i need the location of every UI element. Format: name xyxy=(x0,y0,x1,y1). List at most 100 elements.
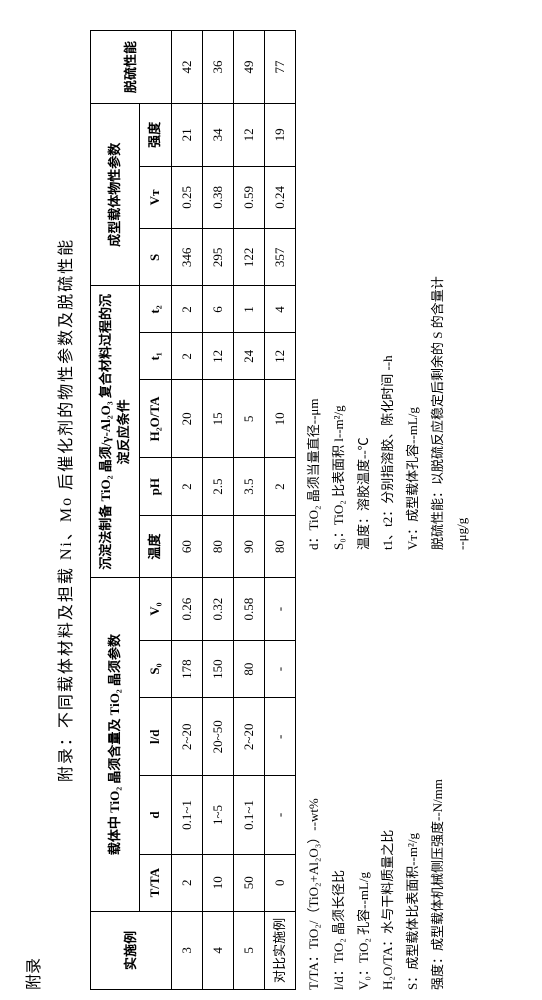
cell: 60 xyxy=(171,515,202,578)
cell: 6 xyxy=(202,286,233,333)
cell: 50 xyxy=(233,854,264,911)
h-s: S xyxy=(140,229,171,286)
h-ph: pH xyxy=(140,458,171,515)
h-vt: Vᴛ xyxy=(140,166,171,229)
cell: 20~50 xyxy=(202,698,233,776)
cell: 12 xyxy=(233,104,264,167)
cell: 12 xyxy=(265,333,296,380)
cell: 0.1~1 xyxy=(233,776,264,854)
cell: 357 xyxy=(265,229,296,286)
cell: 0 xyxy=(265,854,296,911)
cell: 49 xyxy=(233,31,264,104)
note-l1b: d：TiO₂ 晶须当量直径--μm xyxy=(302,30,327,550)
note-l5b: Vᴛ：成型载体孔容--mL/g xyxy=(401,30,426,550)
cell: 0.58 xyxy=(233,578,264,641)
col-exp: 实施例 xyxy=(91,911,172,989)
cell: 295 xyxy=(202,229,233,286)
cell: 150 xyxy=(202,640,233,697)
cell: - xyxy=(265,640,296,697)
note-l6a: 强度：成型载体机械侧压强度--N/mm xyxy=(426,550,451,990)
cell: 5 xyxy=(233,911,264,989)
cell: 80 xyxy=(233,640,264,697)
appendix-label: 附录 xyxy=(20,30,44,990)
table-row: 4 10 1~5 20~50 150 0.32 80 2.5 15 12 6 2… xyxy=(202,31,233,990)
cell: 对比实施例 xyxy=(265,911,296,989)
note-l6b: 脱硫性能：以脱硫反应稳定后剩余的 S 的含量计 xyxy=(426,30,451,550)
note-l4a: H₂O/TA：水与干料质量之比 xyxy=(376,550,401,990)
cell: 2 xyxy=(265,458,296,515)
h-t1: t₁ xyxy=(140,333,171,380)
h-s0: S₀ xyxy=(140,640,171,697)
header-row-1: 实施例 载体中 TiO₂ 晶须含量及 TiO₂ 晶须参数 沉淀法制备 TiO₂ … xyxy=(91,31,140,990)
cell: - xyxy=(265,698,296,776)
note-l2b: S₀：TiO₂ 比表面积 l--m²/g xyxy=(327,30,352,550)
col-desulf: 脱硫性能 xyxy=(91,31,172,104)
cell: 346 xyxy=(171,229,202,286)
page-title: 附录：不同载体材料及担载 Ni、Mo 后催化剂的物性参数及脱硫性能 xyxy=(52,30,76,990)
table-row-comp: 对比实施例 0 - - - - 80 2 10 12 4 357 0.24 19… xyxy=(265,31,296,990)
group1-header: 载体中 TiO₂ 晶须含量及 TiO₂ 晶须参数 xyxy=(91,578,140,912)
cell: 0.1~1 xyxy=(171,776,202,854)
table-row: 3 2 0.1~1 2~20 178 0.26 60 2 20 2 2 346 … xyxy=(171,31,202,990)
cell: - xyxy=(265,776,296,854)
note-l4b: t1、t2：分别指溶胶、陈化时间 --h xyxy=(376,30,401,550)
cell: 122 xyxy=(233,229,264,286)
cell: 2.5 xyxy=(202,458,233,515)
notes-block: T/TA：TiO₂/（TiO₂+Al₂O₃）--wt% d：TiO₂ 晶须当量直… xyxy=(302,30,475,990)
table-row: 5 50 0.1~1 2~20 80 0.58 90 3.5 5 24 1 12… xyxy=(233,31,264,990)
cell: 2 xyxy=(171,854,202,911)
note-l5a: S：成型载体比表面积--m²/g xyxy=(401,550,426,990)
cell: 15 xyxy=(202,380,233,458)
cell: 77 xyxy=(265,31,296,104)
group2-header: 沉淀法制备 TiO₂ 晶须/γ-Al₂O₃ 复合材料过程的沉淀反应条件 xyxy=(91,286,140,578)
note-l3b: 温度：溶胶温度--℃ xyxy=(352,30,377,550)
cell: 2 xyxy=(171,333,202,380)
data-table: 实施例 载体中 TiO₂ 晶须含量及 TiO₂ 晶须参数 沉淀法制备 TiO₂ … xyxy=(90,30,296,990)
cell: 0.59 xyxy=(233,166,264,229)
cell: 80 xyxy=(265,515,296,578)
cell: 3 xyxy=(171,911,202,989)
cell: 4 xyxy=(265,286,296,333)
h-v0: V₀ xyxy=(140,578,171,641)
group3-header: 成型载体物性参数 xyxy=(91,104,140,286)
cell: 19 xyxy=(265,104,296,167)
cell: 4 xyxy=(202,911,233,989)
cell: 1~5 xyxy=(202,776,233,854)
cell: 2 xyxy=(171,458,202,515)
note-l1a: T/TA：TiO₂/（TiO₂+Al₂O₃）--wt% xyxy=(302,550,327,990)
note-l3a: V₀：TiO₂ 孔容--mL/g xyxy=(352,550,377,990)
h-temp: 温度 xyxy=(140,515,171,578)
cell: 10 xyxy=(265,380,296,458)
h-ld: l/d xyxy=(140,698,171,776)
cell: 21 xyxy=(171,104,202,167)
cell: 90 xyxy=(233,515,264,578)
cell: 0.38 xyxy=(202,166,233,229)
cell: 80 xyxy=(202,515,233,578)
cell: 5 xyxy=(233,380,264,458)
h-h2ota: H₂O/TA xyxy=(140,380,171,458)
cell: 34 xyxy=(202,104,233,167)
h-d: d xyxy=(140,776,171,854)
cell: 178 xyxy=(171,640,202,697)
h-strength: 强度 xyxy=(140,104,171,167)
cell: 3.5 xyxy=(233,458,264,515)
cell: 0.32 xyxy=(202,578,233,641)
cell: 10 xyxy=(202,854,233,911)
cell: 1 xyxy=(233,286,264,333)
cell: 36 xyxy=(202,31,233,104)
cell: 2 xyxy=(171,286,202,333)
cell: 20 xyxy=(171,380,202,458)
cell: 0.26 xyxy=(171,578,202,641)
note-l2a: l/d：TiO₂ 晶须长径比 xyxy=(327,550,352,990)
cell: 0.24 xyxy=(265,166,296,229)
cell: 0.25 xyxy=(171,166,202,229)
header-row-2: T/TA d l/d S₀ V₀ 温度 pH H₂O/TA t₁ t₂ S Vᴛ… xyxy=(140,31,171,990)
cell: 42 xyxy=(171,31,202,104)
h-tta: T/TA xyxy=(140,854,171,911)
note-l7b: --μg/g xyxy=(450,30,475,550)
cell: - xyxy=(265,578,296,641)
cell: 2~20 xyxy=(171,698,202,776)
h-t2: t₂ xyxy=(140,286,171,333)
cell: 24 xyxy=(233,333,264,380)
cell: 12 xyxy=(202,333,233,380)
